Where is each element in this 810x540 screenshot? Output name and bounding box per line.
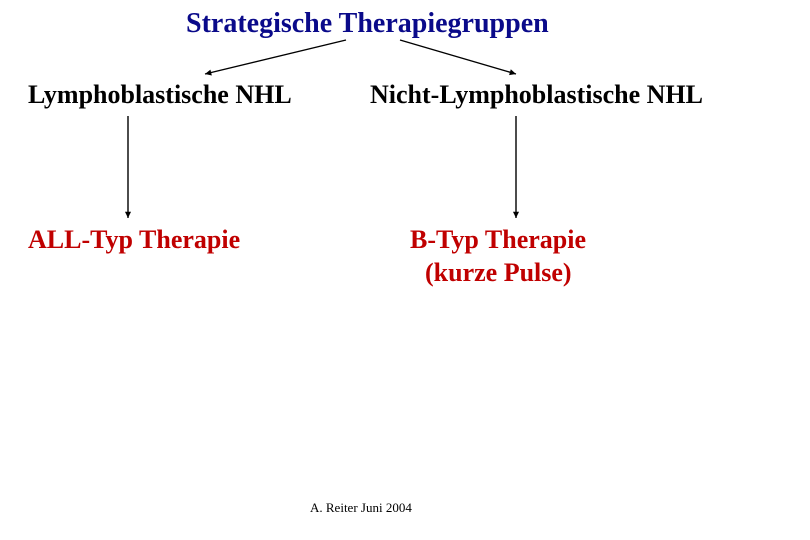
node-lymphoblastic-nhl: Lymphoblastische NHL (28, 80, 292, 110)
node-b-typ-therapie-line2: (kurze Pulse) (425, 258, 572, 288)
node-b-typ-therapie-line1: B-Typ Therapie (410, 225, 586, 255)
node-non-lymphoblastic-nhl: Nicht-Lymphoblastische NHL (370, 80, 703, 110)
node-all-typ-therapie: ALL-Typ Therapie (28, 225, 240, 255)
diagram-title: Strategische Therapiegruppen (186, 8, 549, 40)
footer-credit: A. Reiter Juni 2004 (310, 500, 412, 516)
